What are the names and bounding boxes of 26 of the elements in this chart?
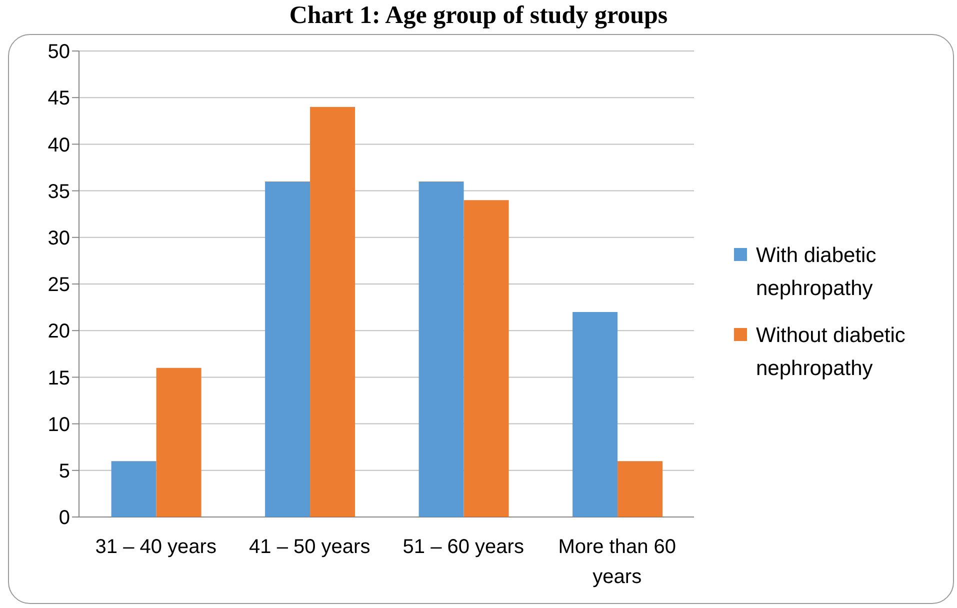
y-tick-label: 15 — [48, 367, 70, 390]
chart-title: Chart 1: Age group of study groups — [288, 2, 669, 30]
legend-label: With diabetic nephropathy — [756, 243, 878, 302]
y-tick-label: 0 — [58, 507, 70, 530]
x-tick-label: More than 60 years — [558, 536, 676, 588]
bar — [310, 106, 356, 517]
y-tick-label: 20 — [48, 320, 70, 343]
x-tick-label: 41 – 50 years — [249, 536, 370, 558]
y-tick-label: 25 — [48, 274, 70, 296]
y-tick-label: 45 — [48, 88, 70, 110]
bar — [464, 200, 509, 517]
bar — [265, 181, 310, 517]
bar — [618, 461, 663, 517]
bar — [111, 461, 156, 517]
y-tick-label: 10 — [48, 414, 70, 436]
bar — [572, 312, 618, 517]
x-tick-label: 51 – 60 years — [402, 536, 524, 558]
y-tick-label: 35 — [48, 180, 70, 203]
bar — [418, 181, 464, 517]
y-tick-label: 5 — [58, 460, 70, 482]
y-tick-label: 30 — [48, 228, 70, 250]
y-tick-label: 40 — [48, 134, 70, 156]
x-tick-label: 31 – 40 years — [95, 536, 216, 558]
bar — [156, 368, 202, 517]
y-tick-label: 50 — [48, 41, 70, 64]
legend-label: Without diabetic nephropathy — [756, 323, 906, 382]
